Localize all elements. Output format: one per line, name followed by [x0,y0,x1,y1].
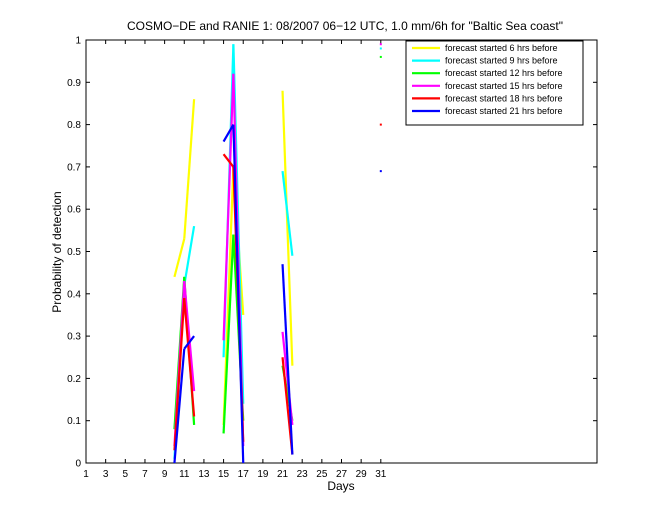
x-axis: 1 3 5 7 9 11 13 15 17 19 21 23 25 27 29 31 [83,40,387,480]
x-axis-title: Days [327,479,354,493]
y-tick-label: 0.8 [67,120,81,131]
x-tick-label: 29 [356,469,368,480]
series-point [379,47,382,50]
x-tick-label: 9 [162,469,168,480]
series-layer [173,43,382,464]
y-axis: 0 0.1 0.2 0.3 0.4 0.5 0.6 0.7 0.8 0.9 1 [67,36,597,470]
series-point [379,123,382,126]
series-segment [222,153,235,168]
x-tick-label: 1 [83,469,89,480]
legend-label: forecast started 15 hrs before [445,81,563,91]
x-tick-label: 17 [238,469,250,480]
legend-label: forecast started 6 hrs before [445,43,558,53]
legend: forecast started 6 hrs before forecast st… [405,40,584,126]
series-segment [183,297,196,417]
series-segment [183,99,196,239]
y-tick-label: 0.7 [67,162,81,173]
x-tick-label: 15 [218,469,230,480]
x-tick-label: 27 [336,469,348,480]
legend-box [405,40,584,126]
series-point [379,43,382,46]
y-tick-label: 1 [75,36,81,47]
y-tick-label: 0.9 [67,78,81,89]
series-segment [281,90,294,366]
series-segment [183,335,195,350]
y-tick-label: 0 [75,459,81,470]
x-tick-label: 21 [277,469,289,480]
x-tick-label: 5 [123,469,129,480]
y-tick-label: 0.1 [67,416,81,427]
series-point [379,55,382,58]
series-segment [183,225,196,286]
legend-label: forecast started 21 hrs before [445,106,563,116]
y-tick-label: 0.4 [67,289,81,300]
y-tick-label: 0.2 [67,374,81,385]
x-tick-label: 13 [198,469,210,480]
series-segment [222,124,235,143]
x-tick-label: 3 [103,469,109,480]
series-segment [232,124,245,464]
series-segment [173,238,186,278]
series-segment [183,281,196,392]
series-segment [281,171,294,256]
series-segment [173,348,186,464]
y-tick-label: 0.3 [67,332,81,343]
y-tick-label: 0.6 [67,205,81,216]
x-tick-label: 23 [297,469,309,480]
legend-label: forecast started 18 hrs before [445,93,563,103]
x-tick-label: 25 [316,469,328,480]
series-segment [281,264,294,455]
x-tick-label: 31 [375,469,387,480]
x-tick-label: 11 [179,469,190,480]
y-tick-label: 0.5 [67,247,81,258]
chart-title: COSMO−DE and RANIE 1: 08/2007 06−12 UTC,… [127,19,563,33]
x-tick-label: 7 [142,469,148,480]
series-6 [173,124,382,464]
legend-label: forecast started 9 hrs before [445,56,558,66]
legend-label: forecast started 12 hrs before [445,68,563,78]
series-segment [173,297,186,451]
series-point [379,170,382,173]
y-axis-title: Probability of detection [50,191,64,312]
series-segment [222,234,235,434]
x-tick-label: 19 [257,469,269,480]
series-segment [222,73,235,341]
